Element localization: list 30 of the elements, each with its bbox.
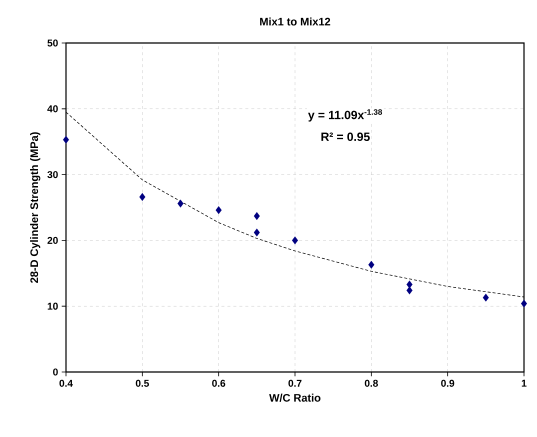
point xyxy=(368,260,374,269)
point xyxy=(254,228,260,236)
x-tick-label: 0.6 xyxy=(212,380,226,387)
y-tick-label: 20 xyxy=(47,236,58,244)
y-tick-label: 30 xyxy=(47,171,58,178)
y-tick-label: 50 xyxy=(47,39,58,47)
y-tick-label: 40 xyxy=(47,105,58,112)
point xyxy=(62,136,70,144)
point xyxy=(406,286,413,294)
x-tick-label: 0.8 xyxy=(364,380,378,387)
annotation: y = 11.09x$^{-1.38}$ xyxy=(308,109,382,122)
point xyxy=(482,294,489,302)
chart-title: Mix1 to Mix12 xyxy=(260,17,330,26)
annotation: R² = 0.95 xyxy=(321,132,370,141)
point xyxy=(139,192,146,201)
point xyxy=(254,212,260,220)
point xyxy=(520,300,528,308)
y-tick-label: 10 xyxy=(48,302,58,310)
x-tick-label: 0.7 xyxy=(288,380,302,387)
x-tick-label: 0.5 xyxy=(136,380,149,387)
y-tick-label: 0 xyxy=(53,368,58,376)
point xyxy=(216,206,222,214)
point xyxy=(292,236,298,244)
x-tick-label: 1 xyxy=(522,380,526,387)
point xyxy=(177,200,184,208)
point xyxy=(406,280,413,288)
x-tick-label: 0.4 xyxy=(59,380,73,387)
x-tick-label: 0.9 xyxy=(441,380,454,387)
x-axis-title: W/C Ratio xyxy=(269,394,320,402)
y-axis-title: 28-D Cylinder Strength (MPa) xyxy=(30,132,40,283)
